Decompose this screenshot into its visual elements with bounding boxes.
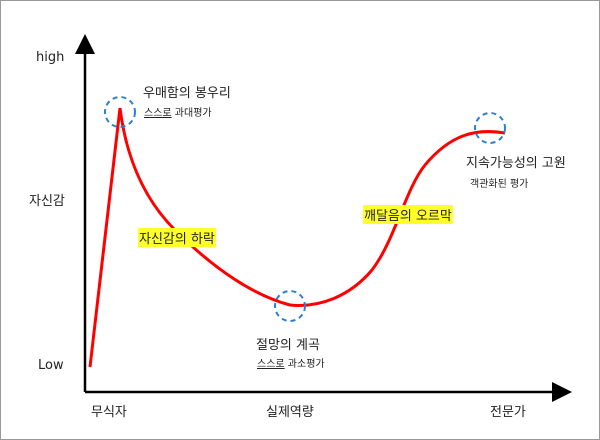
y-low-label: Low <box>38 358 64 373</box>
valley-note: 스스로 과소평가 <box>257 355 325 370</box>
peak-note-text: 과대평가 <box>171 108 212 119</box>
peak-note-underlined: 스스로 <box>144 108 172 119</box>
x-end-label: 전문가 <box>490 405 526 420</box>
valley-note-underlined: 스스로 <box>257 359 285 370</box>
valley-note-text: 과소평가 <box>284 359 325 370</box>
x-start-label: 무식자 <box>91 405 127 420</box>
plateau-note: 객관화된 평가 <box>470 179 529 190</box>
plateau-title: 지속가능성의 고원 <box>466 156 566 171</box>
slope-label: 깨달음의 오르막 <box>363 205 453 224</box>
plateau-circle <box>474 112 506 144</box>
peak-note: 스스로 과대평가 <box>144 104 212 119</box>
valley-circle <box>274 290 306 322</box>
x-axis-label: 실제역량 <box>266 405 314 420</box>
valley-title: 절망의 계곡 <box>256 338 320 353</box>
peak-circle <box>104 96 136 128</box>
confidence-curve <box>88 107 506 368</box>
y-high-label: high <box>36 50 65 65</box>
y-axis-label: 자신감 <box>29 194 65 209</box>
peak-title: 우매함의 봉우리 <box>143 86 231 101</box>
decline-label: 자신감의 하락 <box>138 228 216 247</box>
